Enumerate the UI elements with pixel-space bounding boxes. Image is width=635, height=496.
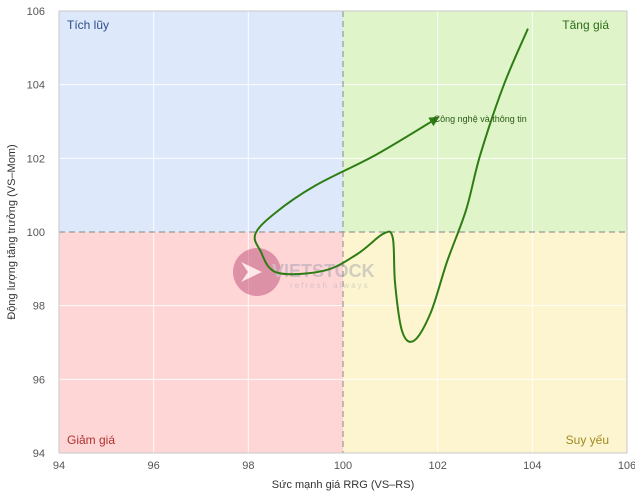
y-tick-label: 94 bbox=[33, 448, 45, 460]
series-group: Công nghệ và thông tin bbox=[253, 28, 529, 343]
reference-lines bbox=[59, 11, 627, 453]
x-tick-label: 104 bbox=[523, 460, 541, 472]
watermark-tagline: refresh always bbox=[290, 281, 370, 290]
plot-frame bbox=[58, 10, 628, 454]
quadrant-label-bottom-right: Suy yếu bbox=[566, 433, 609, 447]
quadrant-bottom-right bbox=[343, 232, 627, 453]
plot-border bbox=[58, 10, 628, 454]
y-axis-title: Động lượng tăng trưởng (VS–Mom) bbox=[6, 144, 18, 319]
y-tick-label: 100 bbox=[27, 227, 45, 239]
series-line bbox=[253, 28, 529, 343]
x-tick-label: 94 bbox=[53, 460, 65, 472]
x-tick-label: 98 bbox=[242, 460, 254, 472]
y-tick-labels: 94 96 98 100 102 104 106 bbox=[27, 6, 45, 460]
quadrant-label-top-left: Tích lũy bbox=[67, 18, 109, 32]
quadrant-top-left bbox=[59, 11, 343, 232]
y-tick-label: 106 bbox=[27, 6, 45, 18]
quadrant-top-right bbox=[343, 11, 627, 232]
series-label: Công nghệ và thông tin bbox=[434, 114, 527, 124]
y-tick-label: 96 bbox=[33, 374, 45, 386]
x-tick-labels: 94 96 98 100 102 104 106 bbox=[53, 460, 635, 472]
watermark-circle bbox=[233, 248, 281, 296]
x-axis-title: Sức mạnh giá RRG (VS–RS) bbox=[272, 479, 414, 491]
x-tick-label: 102 bbox=[428, 460, 446, 472]
quadrant-label-bottom-left: Giảm giá bbox=[67, 433, 115, 447]
watermark-plane-icon bbox=[241, 262, 262, 282]
y-tick-label: 102 bbox=[27, 153, 45, 165]
quadrant-labels: Tích lũy Tăng giá Giảm giá Suy yếu bbox=[67, 18, 609, 447]
x-tick-label: 106 bbox=[618, 460, 635, 472]
quadrant-bottom-left bbox=[59, 232, 343, 453]
quadrant-label-top-right: Tăng giá bbox=[562, 18, 609, 32]
y-tick-label: 98 bbox=[33, 301, 45, 313]
quadrant-backgrounds bbox=[59, 11, 627, 453]
x-tick-label: 96 bbox=[148, 460, 160, 472]
x-tick-label: 100 bbox=[334, 460, 352, 472]
y-tick-label: 104 bbox=[27, 80, 45, 92]
